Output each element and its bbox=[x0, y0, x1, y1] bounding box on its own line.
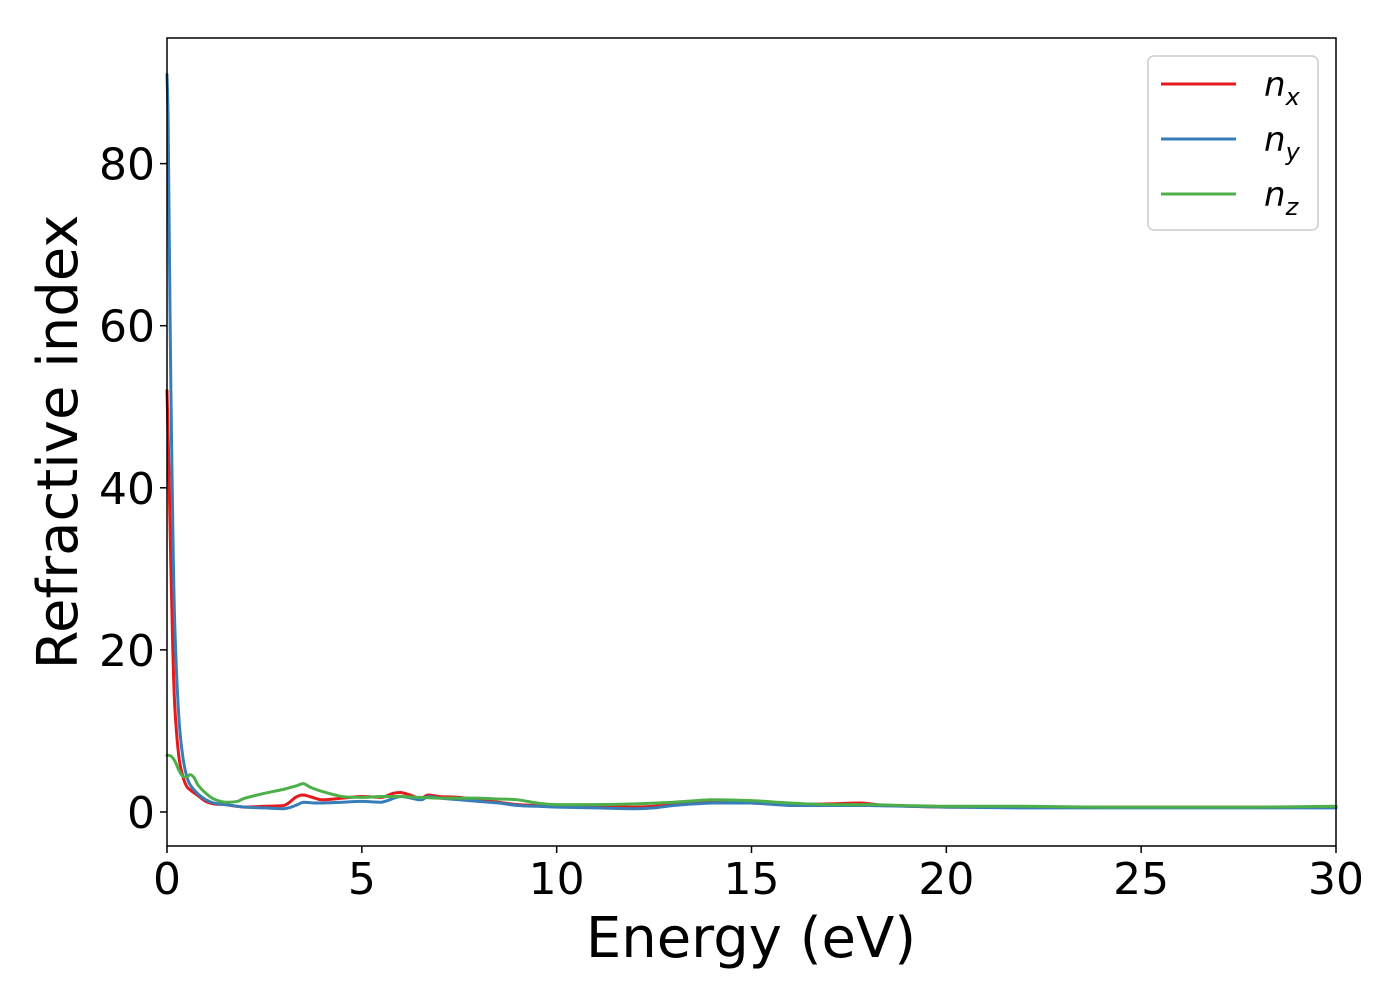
series-line-z bbox=[165, 753, 1338, 809]
legend-label-y: ny bbox=[1264, 120, 1301, 166]
x-tick-label: 5 bbox=[348, 854, 376, 905]
y-axis-label: Refractive index bbox=[26, 215, 91, 670]
legend: nx ny nz bbox=[1147, 55, 1319, 231]
legend-label-z: nz bbox=[1264, 175, 1300, 221]
x-tick-label: 25 bbox=[1113, 854, 1169, 905]
legend-entries: nx ny nz bbox=[1161, 65, 1301, 221]
y-tick-label: 60 bbox=[99, 302, 155, 353]
x-axis-label: Energy (eV) bbox=[586, 906, 916, 971]
x-tick-label: 10 bbox=[529, 854, 585, 905]
series-lines bbox=[165, 72, 1338, 811]
y-axis-ticks: 0 20 40 60 80 bbox=[99, 140, 167, 839]
y-tick-label: 80 bbox=[99, 140, 155, 191]
x-tick-label: 20 bbox=[918, 854, 974, 905]
legend-label-x: nx bbox=[1264, 65, 1301, 111]
y-tick-label: 40 bbox=[99, 464, 155, 515]
series-line-y bbox=[165, 72, 1338, 811]
x-tick-label: 30 bbox=[1308, 854, 1364, 905]
x-tick-label: 0 bbox=[153, 854, 181, 905]
y-tick-label: 20 bbox=[99, 626, 155, 677]
legend-box bbox=[1147, 55, 1319, 231]
x-tick-label: 15 bbox=[724, 854, 780, 905]
x-axis-ticks: 0 5 10 15 20 25 30 bbox=[153, 846, 1364, 905]
y-tick-label: 0 bbox=[127, 788, 155, 839]
